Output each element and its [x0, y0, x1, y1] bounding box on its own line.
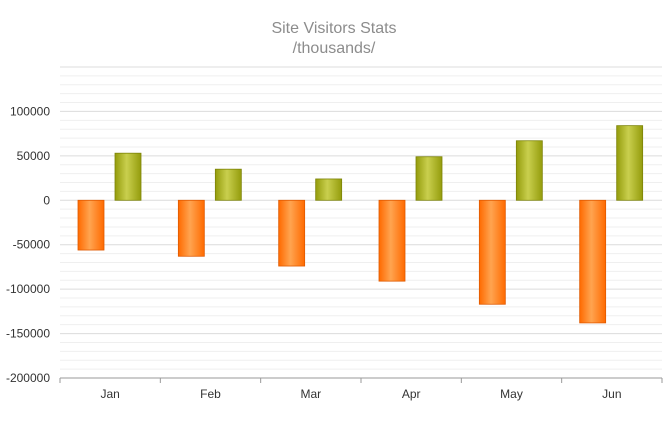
chart-title: Site Visitors Stats	[271, 20, 396, 37]
bar-feb-series-2	[214, 168, 242, 201]
bar-mar-series-1	[278, 199, 306, 267]
x-tick-label: Jan	[100, 387, 119, 401]
y-tick-label: -150000	[6, 327, 50, 341]
bar-jun-series-1	[579, 199, 607, 324]
bar-feb-series-1	[177, 199, 205, 257]
bar-jun-series-2	[616, 125, 644, 201]
x-axis: Jan Feb Mar Apr May Jun	[59, 377, 663, 401]
x-tick-label: May	[500, 387, 523, 401]
y-tick-label: -50000	[13, 238, 51, 252]
bar-jan-series-2	[114, 152, 142, 201]
y-axis-tick-labels: 100000 50000 0 -50000 -100000 -150000 -200000	[6, 104, 50, 385]
chart-subtitle: /thousands/	[293, 40, 376, 57]
x-tick-label: Apr	[402, 387, 421, 401]
x-tick-label: Mar	[300, 387, 321, 401]
y-tick-label: -200000	[6, 371, 50, 385]
x-tick-label: Feb	[200, 387, 221, 401]
bar-may-series-1	[478, 199, 506, 305]
bar-apr-series-2	[415, 156, 443, 201]
bar-jan-series-1	[77, 199, 105, 251]
y-tick-label: 50000	[17, 149, 51, 163]
bar-apr-series-1	[378, 199, 406, 282]
x-tick-label: Jun	[602, 387, 621, 401]
y-tick-label: 100000	[10, 104, 50, 118]
y-tick-label: -100000	[6, 282, 50, 296]
bar-mar-series-2	[315, 178, 343, 201]
grid-lines	[60, 66, 662, 370]
bars	[77, 125, 644, 324]
bar-may-series-2	[515, 140, 543, 201]
y-tick-label: 0	[43, 193, 50, 207]
